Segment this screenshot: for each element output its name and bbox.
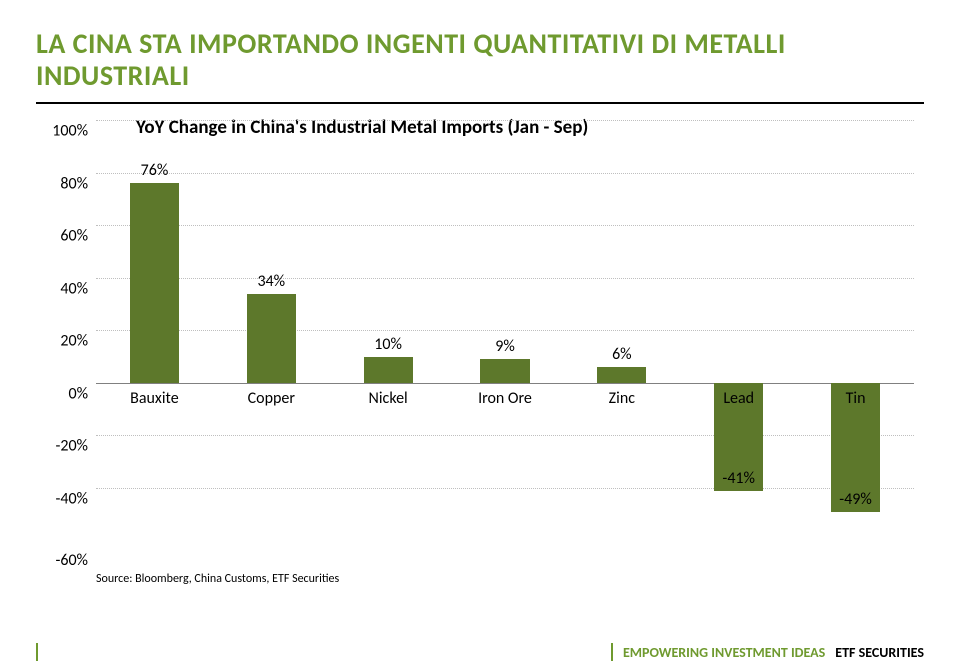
axis-baseline bbox=[96, 383, 914, 384]
category-label: Tin bbox=[797, 389, 914, 408]
bar-value-label: 34% bbox=[213, 272, 330, 291]
page-title: LA CINA STA IMPORTANDO INGENTI QUANTITAT… bbox=[36, 28, 924, 92]
y-tick-label: -40% bbox=[36, 489, 88, 508]
accent-bar bbox=[611, 643, 613, 661]
footer-tagline: EMPOWERING INVESTMENT IDEAS bbox=[623, 644, 825, 661]
gridline bbox=[96, 225, 914, 226]
y-tick-label: 100% bbox=[36, 122, 88, 141]
category-label: Nickel bbox=[330, 389, 447, 408]
bar bbox=[480, 359, 529, 383]
y-tick-label: 80% bbox=[36, 174, 88, 193]
title-rule bbox=[36, 102, 924, 104]
bar-value-label: -41% bbox=[680, 469, 797, 488]
y-tick-label: 20% bbox=[36, 332, 88, 351]
chart-container: YoY Change in China's Industrial Metal I… bbox=[36, 120, 924, 586]
bar-value-label: 9% bbox=[447, 337, 564, 356]
bar bbox=[597, 367, 646, 383]
category-label: Bauxite bbox=[96, 389, 213, 408]
gridline bbox=[96, 173, 914, 174]
footer-right: EMPOWERING INVESTMENT IDEAS ETF SECURITI… bbox=[611, 643, 924, 661]
footer-brand: ETF SECURITIES bbox=[835, 644, 924, 661]
chart-source: Source: Bloomberg, China Customs, ETF Se… bbox=[96, 572, 924, 586]
footer-bar: EMPOWERING INVESTMENT IDEAS ETF SECURITI… bbox=[0, 631, 960, 671]
slide-page: LA CINA STA IMPORTANDO INGENTI QUANTITAT… bbox=[0, 0, 960, 671]
bar-value-label: 6% bbox=[563, 345, 680, 364]
bar bbox=[247, 294, 296, 383]
chart-plot-area: YoY Change in China's Industrial Metal I… bbox=[36, 120, 924, 570]
gridline bbox=[96, 330, 914, 331]
bar bbox=[364, 357, 413, 383]
y-tick-label: -60% bbox=[36, 551, 88, 589]
bar-value-label: -49% bbox=[797, 490, 914, 509]
y-tick-label: 60% bbox=[36, 227, 88, 246]
gridline bbox=[96, 120, 914, 121]
category-label: Lead bbox=[680, 389, 797, 408]
category-label: Copper bbox=[213, 389, 330, 408]
bar bbox=[130, 183, 179, 383]
footer-left-accent bbox=[36, 643, 48, 661]
accent-bar bbox=[36, 643, 38, 661]
category-label: Zinc bbox=[563, 389, 680, 408]
y-tick-label: -20% bbox=[36, 437, 88, 456]
gridline bbox=[96, 435, 914, 436]
gridline bbox=[96, 488, 914, 489]
category-label: Iron Ore bbox=[447, 389, 564, 408]
bar-value-label: 76% bbox=[96, 161, 213, 180]
bar-value-label: 10% bbox=[330, 335, 447, 354]
y-tick-label: 40% bbox=[36, 279, 88, 298]
y-tick-label: 0% bbox=[36, 384, 88, 403]
